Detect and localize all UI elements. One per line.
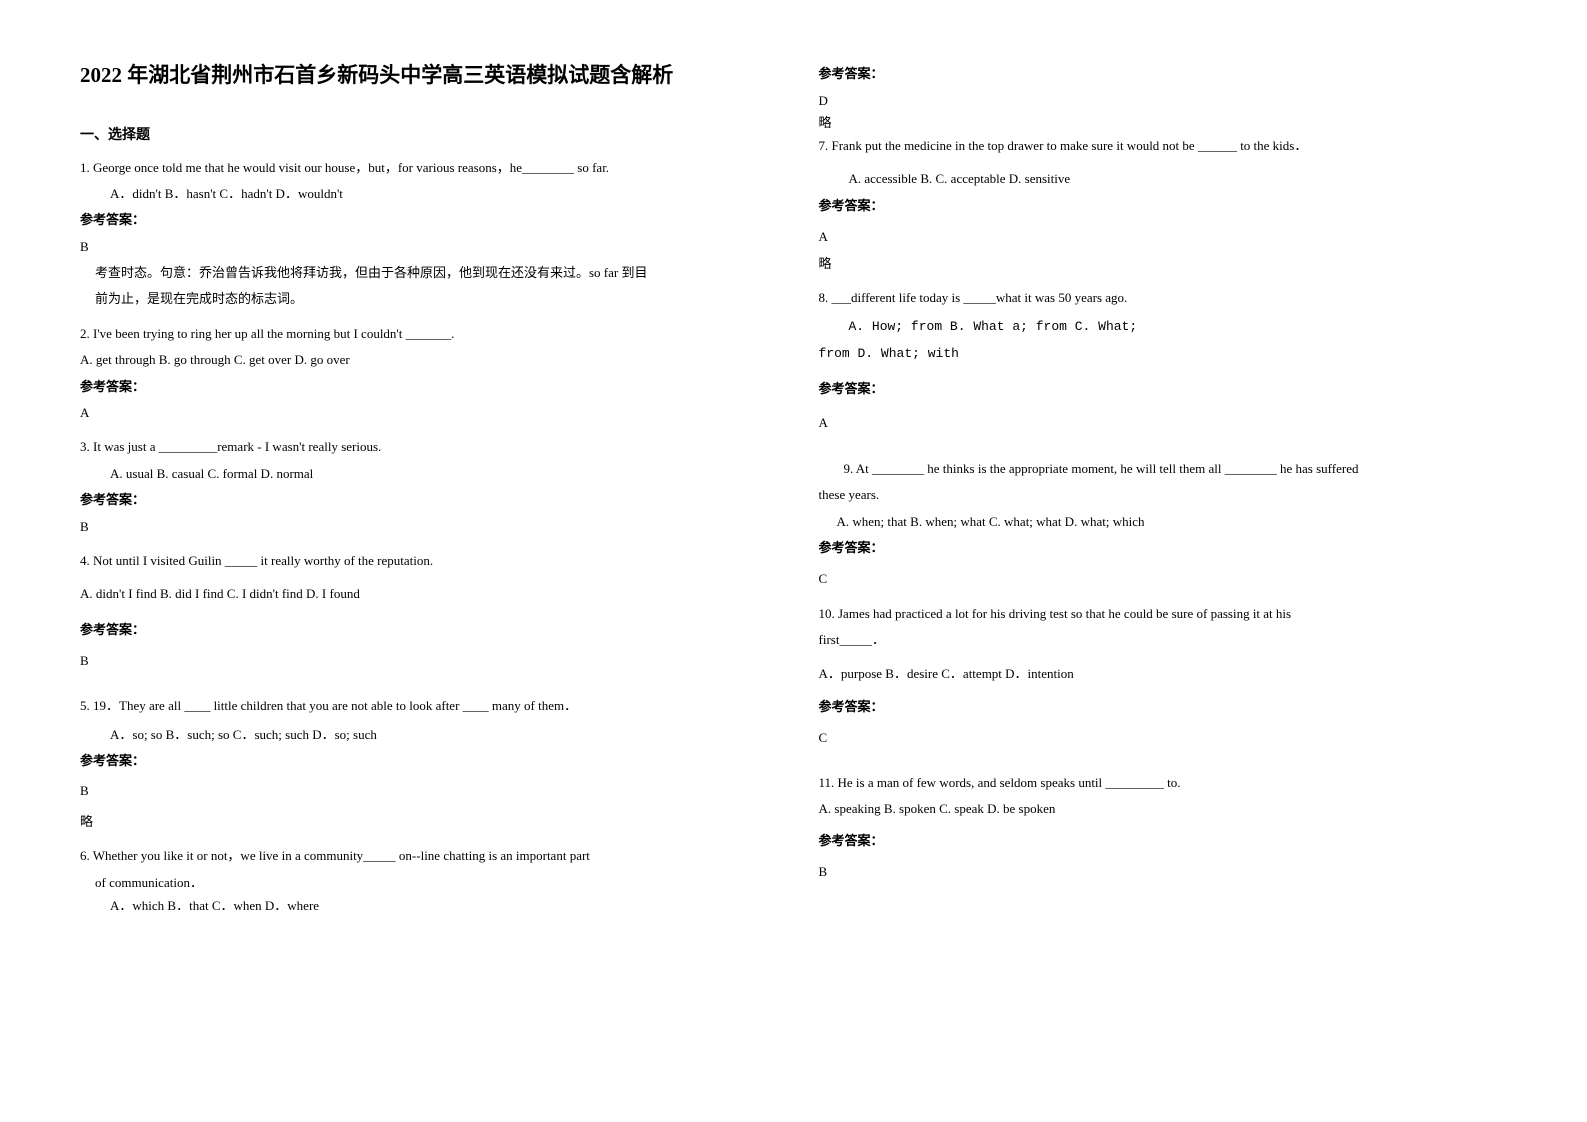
document-title: 2022 年湖北省荆州市石首乡新码头中学高三英语模拟试题含解析 xyxy=(80,60,769,92)
answer-label: 参考答案： xyxy=(80,208,769,231)
answer-label: 参考答案： xyxy=(819,695,1508,718)
question-text: 3. It was just a _________remark - I was… xyxy=(80,435,769,458)
answer-value: C xyxy=(819,567,1508,590)
question-text: 9. At ________ he thinks is the appropri… xyxy=(844,457,1508,480)
question-options: A. when; that B. when; what C. what; wha… xyxy=(837,510,1508,533)
answer-value: D xyxy=(819,93,1508,109)
answer-label: 参考答案： xyxy=(819,829,1508,852)
question-options: A．which B．that C．when D．where xyxy=(110,894,769,917)
answer-value: B xyxy=(80,649,769,672)
question-text: 10. James had practiced a lot for his dr… xyxy=(819,602,1508,625)
question-10: 10. James had practiced a lot for his dr… xyxy=(819,602,1508,753)
answer-note: 略 xyxy=(80,810,769,833)
question-text: 8. ___different life today is _____what … xyxy=(819,286,1508,309)
right-column: 参考答案： D 略 7. Frank put the medicine in t… xyxy=(819,60,1508,1062)
question-3: 3. It was just a _________remark - I was… xyxy=(80,435,769,541)
answer-label: 参考答案： xyxy=(80,618,769,641)
question-options: A. How; from B. What a; from C. What; xyxy=(849,315,1508,338)
question-text: 6. Whether you like it or not，we live in… xyxy=(80,844,769,867)
answer-value: C xyxy=(819,726,1508,749)
question-text: 11. He is a man of few words, and seldom… xyxy=(819,771,1508,794)
question-text-cont: these years. xyxy=(819,483,1508,506)
answer-label: 参考答案： xyxy=(819,536,1508,559)
answer-label: 参考答案： xyxy=(80,375,769,398)
answer-note: 略 xyxy=(819,112,1508,131)
question-text: 4. Not until I visited Guilin _____ it r… xyxy=(80,549,769,572)
question-text: 7. Frank put the medicine in the top dra… xyxy=(819,134,1508,157)
question-7: 7. Frank put the medicine in the top dra… xyxy=(819,134,1508,278)
left-column: 2022 年湖北省荆州市石首乡新码头中学高三英语模拟试题含解析 一、选择题 1.… xyxy=(80,60,769,1062)
answer-value: B xyxy=(819,860,1508,883)
question-text-cont: of communication． xyxy=(95,871,769,894)
question-5: 5. 19．They are all ____ little children … xyxy=(80,684,769,837)
question-8: 8. ___different life today is _____what … xyxy=(819,286,1508,437)
question-text-cont: first_____． xyxy=(819,628,1508,651)
answer-value: B xyxy=(80,235,769,258)
question-text: 2. I've been trying to ring her up all t… xyxy=(80,322,769,345)
answer-label: 参考答案： xyxy=(80,749,769,772)
explanation: 前为止，是现在完成时态的标志词。 xyxy=(95,287,769,310)
question-options: A．didn't B．hasn't C．hadn't D．wouldn't xyxy=(110,182,769,205)
answer-value: A xyxy=(819,411,1508,434)
question-options: A. didn't I find B. did I find C. I didn… xyxy=(80,582,769,605)
question-options: A. get through B. go through C. get over… xyxy=(80,348,769,371)
question-6: 6. Whether you like it or not，we live in… xyxy=(80,844,769,920)
question-options-cont: from D. What; with xyxy=(819,342,1508,365)
question-text: 5. 19．They are all ____ little children … xyxy=(80,694,769,717)
answer-value: B xyxy=(80,779,769,802)
question-1: 1. George once told me that he would vis… xyxy=(80,156,769,314)
section-header: 一、选择题 xyxy=(80,124,769,144)
question-4: 4. Not until I visited Guilin _____ it r… xyxy=(80,549,769,676)
question-9: 9. At ________ he thinks is the appropri… xyxy=(819,457,1508,594)
answer-note: 略 xyxy=(819,252,1508,275)
answer-value: A xyxy=(819,225,1508,248)
question-11: 11. He is a man of few words, and seldom… xyxy=(819,771,1508,887)
question-options: A. usual B. casual C. formal D. normal xyxy=(110,462,769,485)
answer-label: 参考答案： xyxy=(80,488,769,511)
question-options: A．so; so B．such; so C．such; such D．so; s… xyxy=(110,723,769,746)
explanation: 考查时态。句意：乔治曾告诉我他将拜访我，但由于各种原因，他到现在还没有来过。so… xyxy=(95,261,769,284)
question-options: A. accessible B. C. acceptable D. sensit… xyxy=(849,167,1508,190)
answer-value: A xyxy=(80,401,769,424)
question-2: 2. I've been trying to ring her up all t… xyxy=(80,322,769,428)
answer-value: B xyxy=(80,515,769,538)
question-text: 1. George once told me that he would vis… xyxy=(80,156,769,179)
question-options: A．purpose B．desire C．attempt D．intention xyxy=(819,662,1508,685)
answer-label: 参考答案： xyxy=(819,194,1508,217)
answer-label: 参考答案： xyxy=(819,377,1508,400)
answer-label: 参考答案： xyxy=(819,63,1508,82)
question-options: A. speaking B. spoken C. speak D. be spo… xyxy=(819,797,1508,820)
